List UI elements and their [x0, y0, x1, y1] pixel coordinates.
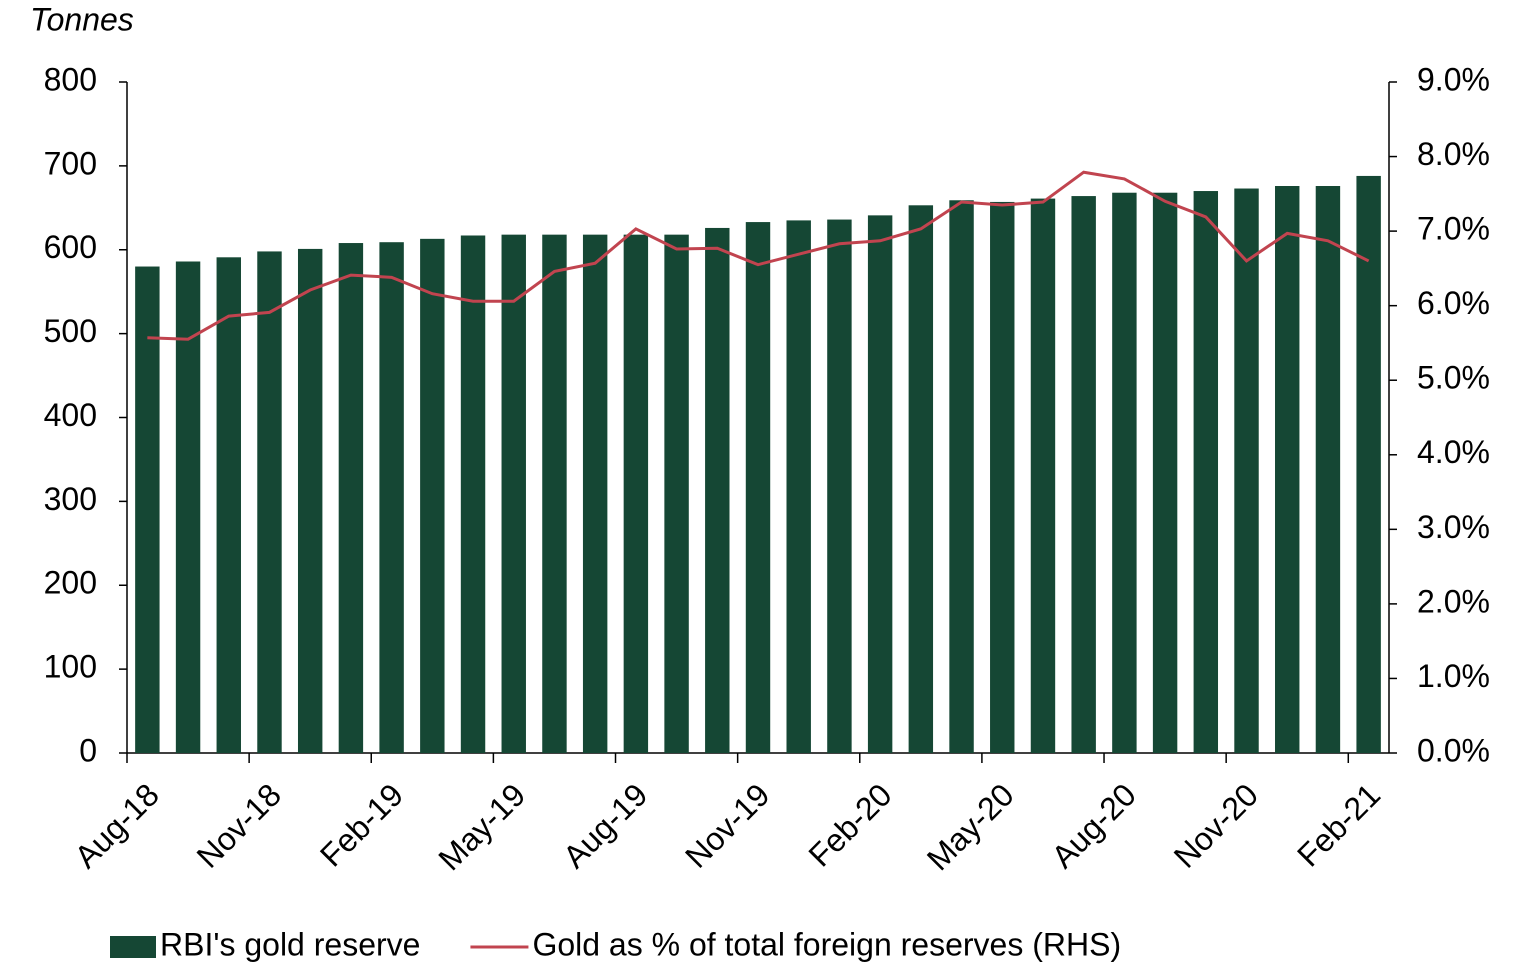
y-tick-label: 100 — [44, 649, 97, 685]
bar — [990, 201, 1015, 753]
bar — [745, 222, 771, 754]
legend-label: Gold as % of total foreign reserves (RHS… — [532, 926, 1121, 962]
bar — [216, 257, 241, 753]
bar — [867, 215, 893, 753]
y2-tick-label: 3.0% — [1417, 509, 1490, 545]
y-tick-label: 400 — [44, 397, 97, 433]
x-tick-label: Nov-20 — [1167, 776, 1265, 874]
bar — [1234, 188, 1259, 754]
bar — [582, 234, 608, 754]
bar — [542, 234, 567, 754]
bar — [1275, 186, 1300, 753]
y2-tick-label: 7.0% — [1417, 211, 1490, 247]
y-tick-label: 800 — [44, 61, 97, 97]
bar — [257, 251, 282, 754]
y2-tick-label: 4.0% — [1417, 434, 1490, 470]
bar — [338, 243, 364, 754]
y2-tick-label: 9.0% — [1417, 61, 1490, 97]
y-axis-label: Tonnes — [30, 1, 134, 37]
x-tick-label: Feb-19 — [313, 776, 410, 873]
bar — [1030, 198, 1056, 753]
y-tick-label: 500 — [44, 313, 97, 349]
x-tick-label: May-20 — [920, 776, 1021, 877]
legend-swatch — [110, 936, 156, 958]
y2-tick-label: 6.0% — [1417, 285, 1490, 321]
bar — [949, 200, 974, 754]
y2-tick-label: 2.0% — [1417, 583, 1490, 619]
bar — [297, 248, 323, 753]
x-tick-label: Feb-21 — [1290, 776, 1387, 873]
y-tick-label: 300 — [44, 481, 97, 517]
bar — [705, 227, 730, 753]
y-tick-label: 700 — [44, 145, 97, 181]
bar — [1112, 192, 1137, 754]
x-tick-label: May-19 — [431, 776, 532, 877]
x-tick-label: Nov-19 — [678, 776, 776, 874]
bar — [664, 234, 689, 754]
bar — [786, 220, 811, 754]
bar — [1315, 186, 1341, 753]
bar — [1152, 192, 1178, 754]
bar — [135, 266, 160, 753]
bar — [623, 234, 649, 754]
y-tick-label: 0 — [79, 732, 97, 768]
x-tick-label: Aug-18 — [68, 776, 166, 874]
bar — [908, 205, 934, 753]
bar — [1071, 196, 1096, 753]
x-tick-label: Aug-19 — [556, 776, 654, 874]
x-tick-label: Aug-20 — [1045, 776, 1143, 874]
bar — [827, 219, 852, 753]
x-tick-label: Nov-18 — [190, 776, 288, 874]
y2-tick-label: 1.0% — [1417, 658, 1490, 694]
bar — [379, 242, 404, 754]
bar — [175, 261, 201, 753]
bar — [1356, 175, 1381, 753]
y2-tick-label: 5.0% — [1417, 360, 1490, 396]
bar — [420, 238, 445, 753]
x-tick-label: Feb-20 — [802, 776, 899, 873]
y2-tick-label: 0.0% — [1417, 732, 1490, 768]
bar — [1193, 191, 1219, 754]
line — [147, 170, 1370, 341]
legend-label: RBI's gold reserve — [160, 926, 420, 962]
y-tick-label: 200 — [44, 565, 97, 601]
bar — [460, 235, 486, 753]
bar — [501, 234, 526, 754]
y-tick-label: 600 — [44, 229, 97, 265]
y2-tick-label: 8.0% — [1417, 136, 1490, 172]
